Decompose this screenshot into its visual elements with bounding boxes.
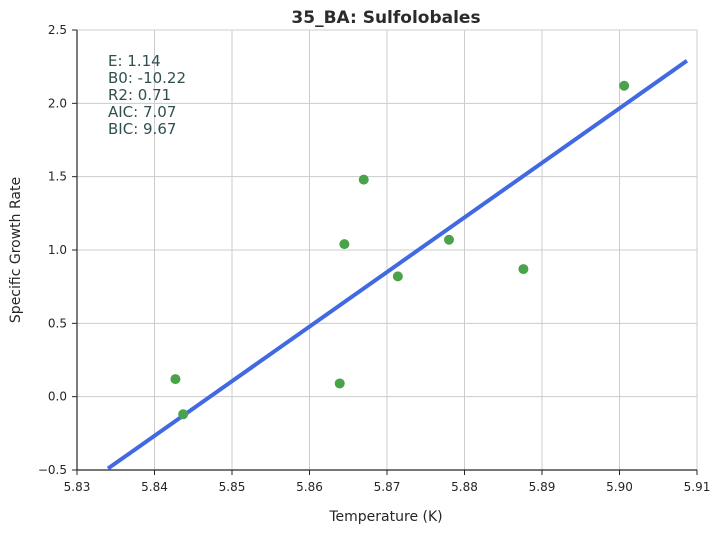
data-point (358, 174, 369, 185)
data-point (619, 80, 630, 91)
data-point (178, 409, 189, 420)
x-tick-label: 5.84 (141, 480, 168, 494)
data-point (170, 374, 181, 385)
x-tick-label: 5.91 (684, 480, 711, 494)
stat-line: E: 1.14 (108, 52, 161, 70)
y-tick-label: 1.5 (48, 170, 67, 184)
data-points (170, 80, 630, 420)
grid (77, 29, 698, 470)
stat-line: AIC: 7.07 (108, 103, 176, 121)
axes (72, 29, 698, 475)
x-tick-label: 5.83 (64, 480, 91, 494)
x-tick-labels: 5.83 5.84 5.85 5.86 5.87 5.88 5.89 5.90 5.91 (64, 480, 711, 494)
x-tick-label: 5.85 (219, 480, 246, 494)
stat-line: B0: -10.22 (108, 69, 186, 87)
data-point (444, 234, 454, 245)
y-axis-label: Specific Growth Rate (8, 177, 24, 323)
y-tick-label: 0.5 (48, 316, 67, 330)
data-point (334, 378, 345, 389)
x-tick-label: 5.89 (529, 480, 556, 494)
x-axis-label: Temperature (K) (328, 509, 442, 525)
y-tick-label: 1.0 (48, 243, 67, 257)
x-tick-label: 5.87 (374, 480, 401, 494)
y-tick-labels: −0.5 0.0 0.5 1.0 1.5 2.0 2.5 (38, 23, 67, 477)
fit-line (106, 59, 689, 471)
stat-line: R2: 0.71 (108, 86, 171, 104)
fit-line-layer (106, 59, 689, 471)
y-tick-label: −0.5 (38, 463, 67, 477)
stat-line: BIC: 9.67 (108, 120, 176, 138)
data-point (518, 264, 529, 275)
x-tick-label: 5.86 (296, 480, 323, 494)
x-tick-label: 5.90 (606, 480, 633, 494)
y-tick-label: 2.0 (48, 96, 67, 110)
chart-title: 35_BA: Sulfolobales (291, 8, 480, 28)
y-tick-label: 0.0 (48, 390, 67, 404)
y-tick-label: 2.5 (48, 23, 67, 37)
data-point (339, 239, 350, 250)
x-tick-label: 5.88 (451, 480, 478, 494)
data-point (392, 271, 403, 282)
